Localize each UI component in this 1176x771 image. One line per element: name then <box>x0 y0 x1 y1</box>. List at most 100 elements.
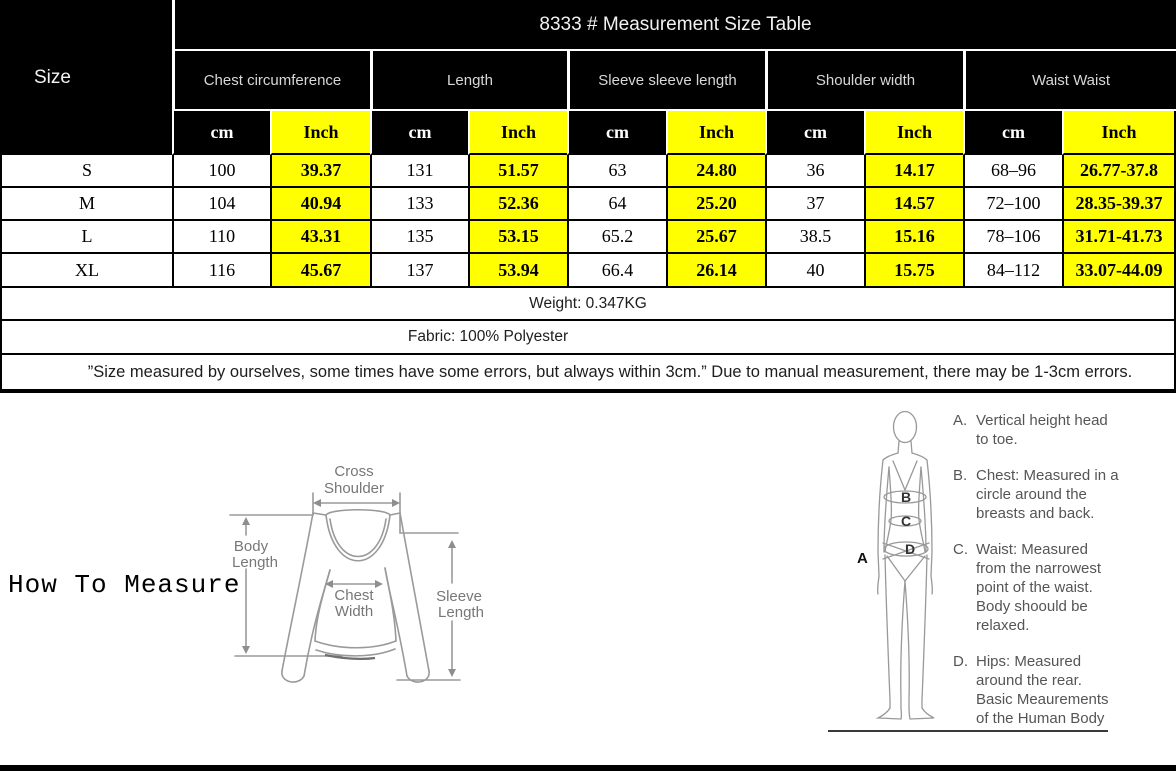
guide-item-label: A. <box>953 412 968 429</box>
size-cell: M <box>0 188 172 221</box>
value-cell: 40 <box>765 254 864 288</box>
how-to-measure-section: How To Measure <box>0 393 1176 765</box>
size-cell: L <box>0 221 172 254</box>
value-cell: 38.5 <box>765 221 864 254</box>
value-cell: 104 <box>172 188 270 221</box>
guide-item-label: C. <box>953 541 968 558</box>
value-cell: 53.94 <box>468 254 567 288</box>
cross-shoulder-label-2: Shoulder <box>324 480 384 497</box>
value-cell: 116 <box>172 254 270 288</box>
weight-row: Weight: 0.347KG <box>0 288 1176 321</box>
value-cell: 110 <box>172 221 270 254</box>
value-cell: 137 <box>370 254 468 288</box>
table-title: 8333 # Measurement Size Table <box>172 0 1176 51</box>
unit-inch-chest: Inch <box>270 111 370 155</box>
value-cell: 52.36 <box>468 188 567 221</box>
guide-item-a: A. Vertical height head to toe. <box>953 411 1143 449</box>
group-header-shoulder: Shoulder width <box>765 51 963 111</box>
guide-line: Vertical height head <box>976 412 1108 429</box>
value-cell: 51.57 <box>468 155 567 188</box>
fabric-row: Fabric: 100% Polyester <box>0 321 1176 355</box>
unit-inch-shoulder: Inch <box>864 111 963 155</box>
value-cell: 14.17 <box>864 155 963 188</box>
guide-line: Waist: Measured <box>976 541 1088 558</box>
value-cell: 36 <box>765 155 864 188</box>
value-cell: 43.31 <box>270 221 370 254</box>
value-cell: 68–96 <box>963 155 1062 188</box>
value-cell: 39.37 <box>270 155 370 188</box>
figure-label-d: D <box>905 541 915 557</box>
value-cell: 31.71-41.73 <box>1062 221 1176 254</box>
guide-line: to toe. <box>976 431 1018 448</box>
fabric-text: Fabric: 100% Polyester <box>407 328 569 345</box>
note-text: ”Size measured by ourselves, some times … <box>87 362 1133 381</box>
value-cell: 15.75 <box>864 254 963 288</box>
guide-item-label: B. <box>953 467 968 484</box>
unit-cm-chest: cm <box>172 111 270 155</box>
chest-width-label-2: Width <box>335 603 373 620</box>
value-cell: 131 <box>370 155 468 188</box>
size-cell: S <box>0 155 172 188</box>
guide-line: circle around the <box>976 486 1087 503</box>
sleeve-length-label-1: Sleeve <box>436 588 482 605</box>
measure-guide-list: A. Vertical height head to toe. B. Chest… <box>953 411 1143 745</box>
unit-cm-length: cm <box>370 111 468 155</box>
chest-width-label-1: Chest <box>334 587 374 604</box>
value-cell: 65.2 <box>567 221 666 254</box>
group-header-waist: Waist Waist <box>963 51 1176 111</box>
value-cell: 14.57 <box>864 188 963 221</box>
value-cell: 135 <box>370 221 468 254</box>
value-cell: 25.67 <box>666 221 765 254</box>
group-header-chest: Chest circumference <box>172 51 370 111</box>
value-cell: 25.20 <box>666 188 765 221</box>
guide-item-b: B. Chest: Measured in a circle around th… <box>953 466 1143 523</box>
value-cell: 15.16 <box>864 221 963 254</box>
value-cell: 63 <box>567 155 666 188</box>
value-cell: 84–112 <box>963 254 1062 288</box>
body-length-label-2: Length <box>232 554 278 571</box>
figure-label-c: C <box>901 513 911 529</box>
guide-underline <box>828 730 1108 732</box>
value-cell: 64 <box>567 188 666 221</box>
size-cell: XL <box>0 254 172 288</box>
guide-item-label: D. <box>953 653 968 670</box>
guide-line: around the rear. <box>976 672 1082 689</box>
group-header-sleeve: Sleeve sleeve length <box>567 51 765 111</box>
note-row: ”Size measured by ourselves, some times … <box>0 355 1176 393</box>
guide-item-d: D. Hips: Measured around the rear. Basic… <box>953 652 1143 728</box>
value-cell: 45.67 <box>270 254 370 288</box>
value-cell: 100 <box>172 155 270 188</box>
guide-line: Hips: Measured <box>976 653 1082 670</box>
value-cell: 133 <box>370 188 468 221</box>
guide-line: breasts and back. <box>976 505 1095 522</box>
cross-shoulder-label-1: Cross <box>334 463 373 480</box>
value-cell: 78–106 <box>963 221 1062 254</box>
body-length-label-1: Body <box>234 538 269 555</box>
size-column-header: Size <box>0 0 172 155</box>
measurement-table: Size 8333 # Measurement Size Table Chest… <box>0 0 1176 393</box>
value-cell: 28.35-39.37 <box>1062 188 1176 221</box>
value-cell: 33.07-44.09 <box>1062 254 1176 288</box>
guide-line: Body shoould be <box>976 598 1088 615</box>
value-cell: 40.94 <box>270 188 370 221</box>
figure-label-a: A <box>857 550 868 567</box>
garment-measure-diagram-icon: Cross Shoulder Body Length Chest Width S… <box>229 463 484 683</box>
bottom-bar <box>0 765 1176 771</box>
value-cell: 37 <box>765 188 864 221</box>
value-cell: 72–100 <box>963 188 1062 221</box>
sleeve-length-label-2: Length <box>438 604 484 621</box>
figure-label-b: B <box>901 489 911 505</box>
guide-line: point of the waist. <box>976 579 1093 596</box>
group-header-length: Length <box>370 51 567 111</box>
value-cell: 53.15 <box>468 221 567 254</box>
guide-line: Chest: Measured in a <box>976 467 1119 484</box>
unit-inch-sleeve: Inch <box>666 111 765 155</box>
value-cell: 66.4 <box>567 254 666 288</box>
body-measure-diagram-icon: A B C D <box>857 410 937 720</box>
guide-line: relaxed. <box>976 617 1030 634</box>
value-cell: 24.80 <box>666 155 765 188</box>
value-cell: 26.77-37.8 <box>1062 155 1176 188</box>
weight-text: Weight: 0.347KG <box>529 294 647 312</box>
value-cell: 26.14 <box>666 254 765 288</box>
